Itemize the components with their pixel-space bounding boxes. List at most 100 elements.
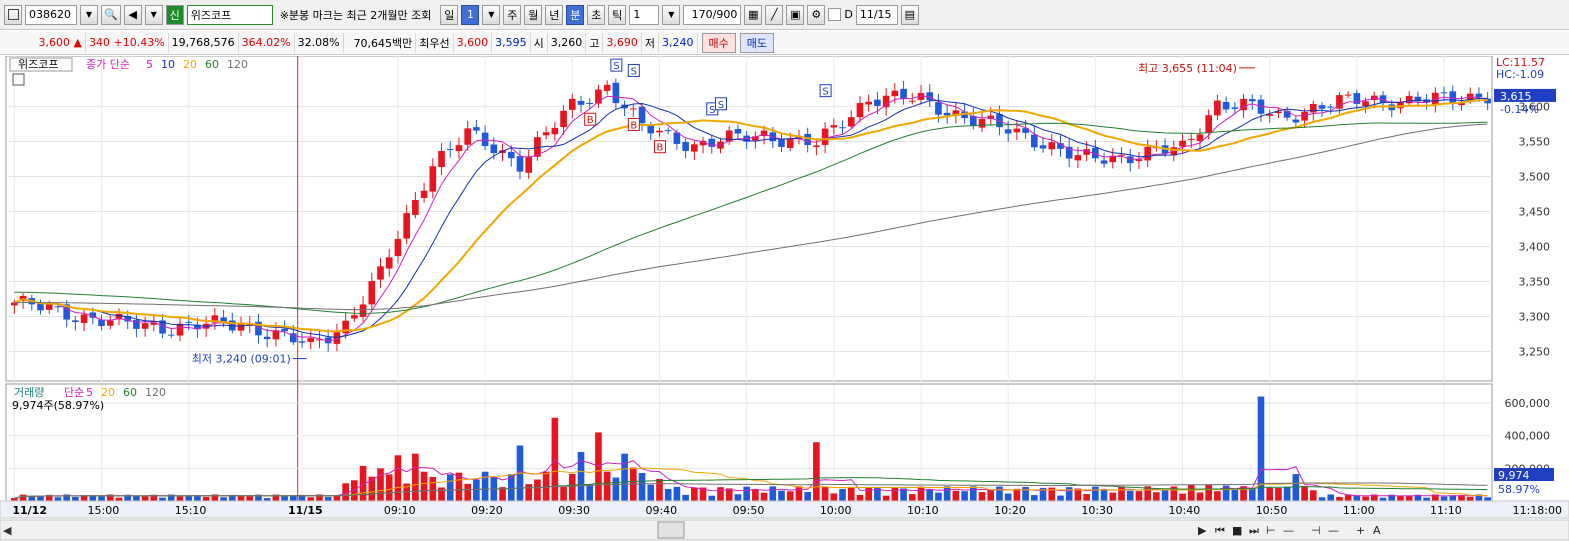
volume-bar [1301, 485, 1308, 501]
volume-bar [752, 489, 759, 501]
volume-bar [969, 486, 977, 501]
volume-bar [290, 495, 297, 501]
volume-bar [647, 484, 655, 501]
date-checkbox[interactable] [828, 8, 842, 21]
volume-bar [150, 494, 158, 501]
signal-label: B [657, 143, 664, 154]
volume-bar [699, 487, 707, 501]
volume-bar [1248, 488, 1256, 501]
volume-bar [28, 496, 36, 501]
volume-bar [595, 432, 602, 501]
candle-body [438, 150, 445, 168]
stock-code-input[interactable]: 038620 [25, 4, 77, 25]
period-value[interactable]: 1 [461, 4, 480, 25]
candle-body [830, 125, 838, 128]
period-month[interactable]: 월 [524, 4, 543, 25]
draw-tool-icon[interactable]: ╱ [765, 4, 784, 25]
volume-bar [1153, 492, 1160, 501]
volume-bar [1187, 484, 1195, 501]
best-quote-label: 최우선 [416, 32, 454, 53]
stock-name-field[interactable]: 위즈코프 [186, 4, 273, 25]
candle-body [1405, 95, 1413, 104]
volume-bar [900, 488, 907, 501]
code-dropdown-icon[interactable]: ▼ [80, 4, 98, 25]
volume-bar [1370, 494, 1378, 501]
volume-bar [159, 497, 166, 501]
candle-body [1214, 100, 1221, 116]
sell-button[interactable]: 매도 [739, 32, 775, 53]
window-icon[interactable] [4, 4, 22, 25]
volume-bar [446, 474, 454, 501]
candle-body [394, 238, 402, 257]
period-week[interactable]: 주 [503, 4, 522, 25]
calendar-icon[interactable]: ▤ [900, 4, 919, 25]
volume-bar [272, 494, 280, 501]
scroll-control-icon: A [1373, 524, 1381, 537]
interval-dropdown-icon[interactable]: ▼ [662, 4, 681, 25]
volume-bar [1309, 490, 1317, 501]
volume-legend-item: 거래량 [14, 386, 44, 399]
signal-label: B [587, 115, 594, 126]
last-time-label: 11:18:00 [1513, 504, 1562, 517]
period-year[interactable]: 년 [545, 4, 564, 25]
search-icon[interactable]: 🔍 [101, 4, 121, 25]
volume-bar [464, 483, 471, 501]
candle-body [1336, 95, 1343, 109]
volume-bar [1083, 494, 1090, 501]
volume-bar [298, 494, 306, 501]
period-minute[interactable]: 분 [566, 4, 585, 25]
volume-bar [891, 487, 899, 501]
volume-bar [978, 492, 986, 501]
candle-body [481, 132, 489, 147]
period-second[interactable]: 초 [587, 4, 606, 25]
scroll-control-icon: ■ [1232, 524, 1242, 537]
candle-body [908, 100, 916, 102]
volume-bar [664, 488, 672, 501]
volume-bar [45, 494, 53, 501]
speaker-dropdown-icon[interactable]: ▼ [144, 4, 163, 25]
time-axis-label: 09:10 [384, 504, 416, 517]
period-tick[interactable]: 틱 [608, 4, 627, 25]
candle-body [821, 128, 829, 145]
volume-bar [1458, 495, 1465, 501]
candle-body [1231, 107, 1239, 109]
volume-bar [1222, 485, 1230, 501]
candle-body [403, 213, 410, 239]
date-input[interactable]: 11/15 [855, 4, 898, 25]
volume-bar [115, 497, 123, 501]
volume-bar [1475, 494, 1483, 501]
volume-bar [1362, 496, 1369, 501]
buy-button[interactable]: 매수 [701, 32, 736, 53]
time-axis-label: 15:00 [88, 504, 120, 517]
candle-body [1100, 160, 1108, 164]
gear-icon[interactable]: ⚙ [807, 4, 826, 25]
price-tick-label: 3,250 [1519, 346, 1551, 359]
speaker-icon[interactable]: ◀ [123, 4, 142, 25]
candle-body [664, 130, 672, 132]
ma20-line [14, 99, 1488, 333]
candle-body [516, 156, 524, 172]
interval-input[interactable]: 1 [629, 4, 660, 25]
save-icon[interactable]: ▣ [786, 4, 805, 25]
candle-body [682, 142, 689, 151]
stock-chart[interactable]: 3,600 3,550 3,500 3,450 3,400 3,350 3,300 3,250… [0, 56, 1569, 541]
candle-body [307, 338, 315, 342]
indicator-icon[interactable]: ▦ [744, 4, 763, 25]
candle-body [37, 303, 44, 311]
candle-body [72, 320, 79, 323]
candle-body [1327, 106, 1335, 108]
candle-body [1344, 94, 1352, 96]
period-dropdown-icon[interactable]: ▼ [482, 4, 501, 25]
volume-bar [1353, 495, 1361, 501]
count-field[interactable]: 170/900 [683, 4, 742, 25]
volume-bar [106, 494, 114, 501]
candle-body [316, 339, 323, 341]
candle-body [455, 145, 463, 152]
volume-bar [1022, 486, 1029, 501]
volume-bar [1440, 496, 1448, 501]
candle-body [420, 190, 428, 198]
period-day[interactable]: 일 [440, 4, 459, 25]
candle-body [560, 110, 567, 128]
volume-bar [1466, 496, 1474, 501]
candle-body [324, 337, 332, 344]
